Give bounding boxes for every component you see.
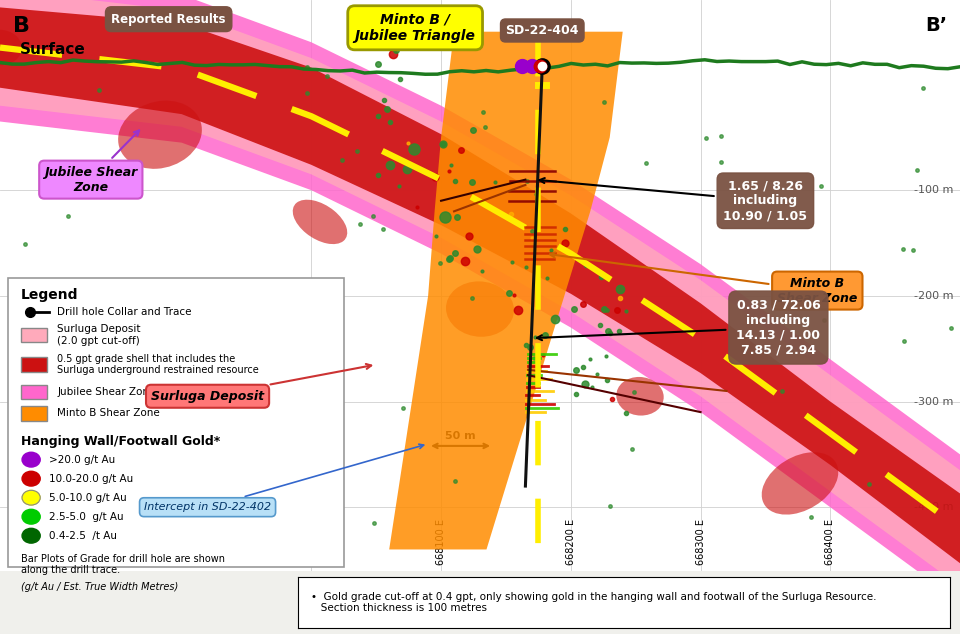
Bar bbox=[21, 357, 47, 372]
Circle shape bbox=[22, 509, 40, 524]
Text: Jubilee Shear
Zone: Jubilee Shear Zone bbox=[44, 131, 139, 193]
Text: -100 m: -100 m bbox=[914, 185, 953, 195]
Text: SD-22-404: SD-22-404 bbox=[506, 24, 579, 37]
Polygon shape bbox=[0, 0, 960, 586]
Ellipse shape bbox=[607, 370, 673, 423]
Polygon shape bbox=[0, 8, 960, 563]
Text: Bar Plots of Grade for drill hole are shown
along the drill trace.: Bar Plots of Grade for drill hole are sh… bbox=[21, 553, 225, 575]
Text: -400 m: -400 m bbox=[914, 502, 953, 512]
Text: B: B bbox=[13, 16, 30, 36]
Text: 668400 E: 668400 E bbox=[826, 519, 835, 566]
Text: 0.4-2.5  /t Au: 0.4-2.5 /t Au bbox=[49, 531, 117, 541]
Text: 668200 E: 668200 E bbox=[565, 519, 576, 566]
Text: Intercept in SD-22-402: Intercept in SD-22-402 bbox=[144, 444, 423, 512]
Circle shape bbox=[22, 471, 40, 486]
Ellipse shape bbox=[450, 285, 510, 333]
FancyBboxPatch shape bbox=[8, 278, 344, 567]
Polygon shape bbox=[0, 0, 960, 602]
Bar bbox=[21, 406, 47, 420]
Text: •  Gold grade cut-off at 0.4 gpt, only showing gold in the hanging wall and foot: • Gold grade cut-off at 0.4 gpt, only sh… bbox=[311, 592, 876, 613]
Bar bbox=[21, 328, 47, 342]
Text: 0.83 / 72.06
including
14.13 / 1.00
7.85 / 2.94: 0.83 / 72.06 including 14.13 / 1.00 7.85… bbox=[537, 299, 821, 356]
Text: Hanging Wall/Footwall Gold*: Hanging Wall/Footwall Gold* bbox=[21, 436, 220, 448]
Text: 10.0-20.0 g/t Au: 10.0-20.0 g/t Au bbox=[49, 474, 133, 484]
Text: >20.0 g/t Au: >20.0 g/t Au bbox=[49, 455, 115, 465]
Ellipse shape bbox=[295, 202, 346, 242]
Circle shape bbox=[22, 528, 40, 543]
Circle shape bbox=[22, 490, 40, 505]
Text: -200 m: -200 m bbox=[914, 291, 953, 301]
Text: Jubilee Shear Zone: Jubilee Shear Zone bbox=[57, 387, 156, 397]
Text: Surface: Surface bbox=[19, 42, 85, 57]
Bar bbox=[21, 385, 47, 399]
Text: -300 m: -300 m bbox=[914, 396, 953, 406]
Text: 1.65 / 8.26
including
10.90 / 1.05: 1.65 / 8.26 including 10.90 / 1.05 bbox=[540, 178, 807, 223]
Text: 50 m: 50 m bbox=[445, 430, 476, 441]
Text: 5.0-10.0 g/t Au: 5.0-10.0 g/t Au bbox=[49, 493, 127, 503]
Text: 668000 E: 668000 E bbox=[306, 519, 317, 566]
Text: Minto B
Shear Zone: Minto B Shear Zone bbox=[550, 252, 857, 304]
Polygon shape bbox=[389, 32, 623, 550]
Text: 0.5 gpt grade shell that includes the
Surluga underground restrained resource: 0.5 gpt grade shell that includes the Su… bbox=[57, 354, 259, 375]
Text: (g/t Au / Est. True Width Metres): (g/t Au / Est. True Width Metres) bbox=[21, 582, 178, 592]
Text: B’: B’ bbox=[924, 16, 947, 35]
Circle shape bbox=[22, 452, 40, 467]
Text: Minto B /
Jubilee Triangle: Minto B / Jubilee Triangle bbox=[354, 13, 475, 43]
Ellipse shape bbox=[0, 23, 30, 72]
Text: Reported Results: Reported Results bbox=[111, 13, 226, 26]
Text: Legend: Legend bbox=[21, 288, 79, 302]
Text: Surluga Deposit: Surluga Deposit bbox=[151, 364, 372, 403]
Text: Drill hole Collar and Trace: Drill hole Collar and Trace bbox=[57, 307, 192, 317]
Text: Minto B Shear Zone: Minto B Shear Zone bbox=[57, 408, 159, 418]
Ellipse shape bbox=[124, 105, 196, 164]
Text: Surluga Deposit
(2.0 gpt cut-off): Surluga Deposit (2.0 gpt cut-off) bbox=[57, 324, 140, 346]
Text: 2.5-5.0  g/t Au: 2.5-5.0 g/t Au bbox=[49, 512, 124, 522]
Ellipse shape bbox=[769, 458, 831, 509]
Text: 668300 E: 668300 E bbox=[696, 519, 706, 566]
Text: 668100 E: 668100 E bbox=[436, 519, 446, 566]
